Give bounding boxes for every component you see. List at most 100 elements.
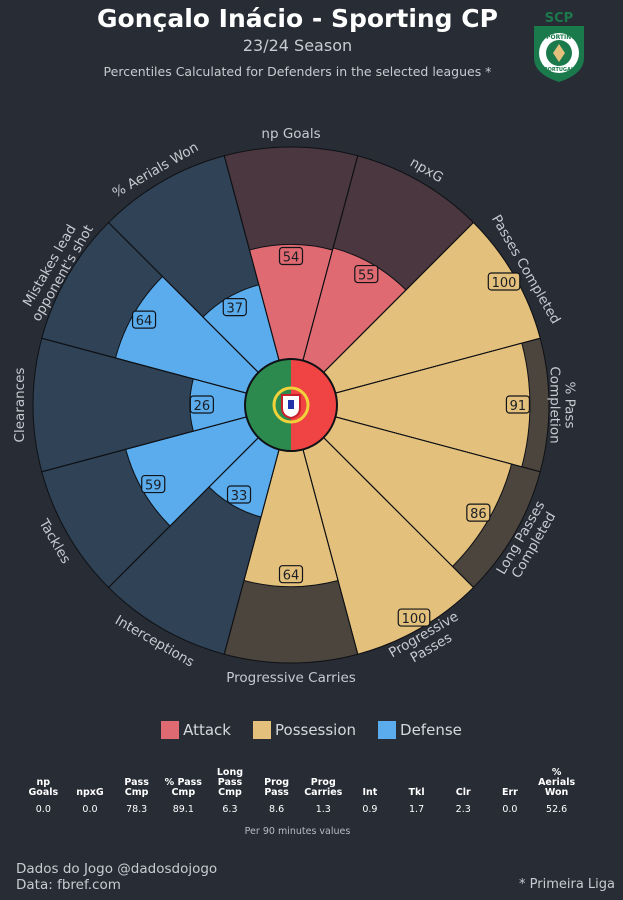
league-note: * Primeira Liga: [519, 877, 615, 892]
credit-source: Data: fbref.com: [16, 877, 121, 893]
value-label: 33: [226, 485, 252, 504]
value-label: 100: [487, 272, 521, 291]
metric-label-np-goals: np Goals: [261, 126, 320, 142]
legend-item-possession: Possession: [253, 721, 356, 739]
value-badge: [354, 264, 379, 284]
metric-label-progressive-carries: Progressive Carries: [226, 670, 356, 686]
svg-text:SCP: SCP: [545, 11, 573, 26]
chart-subtitle: 23/24 Season: [242, 36, 353, 55]
value-badge: [222, 298, 247, 317]
stat-value: 78.3: [126, 804, 148, 815]
value-text: 100: [492, 276, 517, 291]
stat-value: 0.0: [502, 804, 518, 815]
flag-green: [245, 359, 291, 451]
value-text: 91: [510, 399, 527, 414]
credit-author: Dados do Jogo @dadosdojogo: [16, 861, 218, 877]
value-badge: [226, 485, 252, 504]
stat-header: Err: [501, 787, 518, 798]
svg-text:SPORTING: SPORTING: [542, 34, 577, 41]
percentile-note: Percentiles Calculated for Defenders in …: [103, 64, 492, 79]
stat-value: 2.3: [455, 804, 471, 815]
stat-value: 0.0: [35, 804, 51, 815]
defense-swatch: [378, 721, 397, 739]
legend: Attack Possession Defense: [0, 721, 623, 739]
slice-divider: [108, 222, 259, 373]
value-badge: [487, 272, 521, 291]
stat-value: 0.0: [82, 804, 98, 815]
value-badge: [466, 503, 491, 522]
value-badge: [131, 310, 157, 329]
value-label: 100: [397, 608, 431, 627]
stat-value: 0.9: [362, 804, 378, 815]
value-label: 59: [141, 474, 166, 494]
value-text: 86: [470, 507, 487, 522]
stat-header: % Aerials Won: [538, 767, 576, 798]
value-label: 64: [278, 565, 304, 584]
legend-label-attack: Attack: [183, 721, 231, 739]
stat-value: 6.3: [222, 804, 238, 815]
value-badge: [505, 395, 531, 414]
value-text: 59: [145, 479, 162, 494]
stat-value: 52.6: [546, 804, 568, 815]
slice-divider: [41, 337, 247, 394]
value-text: 64: [283, 569, 300, 584]
slice-divider: [302, 449, 359, 655]
stat-value: 1.3: [315, 804, 331, 815]
value-label: 54: [278, 246, 304, 266]
portugal-flag-icon: [244, 358, 338, 452]
value-label: 26: [189, 395, 214, 414]
value-text: 37: [227, 302, 244, 317]
value-label: 91: [505, 395, 531, 414]
stat-header: Clr: [455, 787, 471, 798]
stat-header: Prog Carries: [304, 777, 343, 798]
possession-swatch: [253, 721, 271, 739]
stat-value: 89.1: [172, 804, 194, 815]
legend-item-defense: Defense: [378, 721, 462, 739]
stat-header: Prog Pass: [264, 777, 290, 798]
stat-header: Pass Cmp: [124, 777, 149, 798]
slice-divider: [323, 437, 474, 588]
slice-divider: [302, 155, 359, 361]
flag-quinas: [288, 400, 294, 409]
value-badge: [278, 565, 304, 584]
legend-item-attack: Attack: [161, 721, 231, 739]
value-text: 26: [194, 399, 211, 414]
slice-divider: [323, 222, 474, 373]
slice-divider: [108, 437, 259, 588]
stat-header: np Goals: [28, 777, 59, 798]
stat-header: % Pass Cmp: [164, 777, 202, 798]
metric-label-pass-completion: % PassCompletion: [547, 366, 578, 443]
stat-header: Int: [362, 787, 378, 798]
slice-divider: [223, 449, 280, 655]
stat-header: Tkl: [408, 787, 425, 798]
center-outline: [244, 358, 338, 452]
stat-value: 8.6: [269, 804, 285, 815]
value-text: 100: [402, 612, 427, 627]
value-label: 86: [466, 503, 491, 522]
value-text: 64: [136, 314, 153, 329]
value-text: 55: [358, 269, 375, 284]
value-badge: [189, 395, 214, 414]
value-label: 64: [131, 310, 157, 329]
slice-divider: [335, 416, 541, 473]
chart-title: Gonçalo Inácio - Sporting CP: [97, 4, 498, 33]
flag-sphere: [272, 386, 310, 424]
value-text: 54: [283, 251, 300, 266]
svg-text:PORTUGAL: PORTUGAL: [544, 67, 575, 73]
legend-label-possession: Possession: [275, 721, 357, 739]
stat-header: Long Pass Cmp: [216, 767, 244, 798]
per90-note: Per 90 minutes values: [244, 826, 351, 837]
value-text: 33: [231, 489, 248, 504]
slice-divider: [41, 416, 247, 473]
value-label: 37: [222, 298, 247, 317]
stat-value: 1.7: [409, 804, 425, 815]
slice-divider: [223, 155, 280, 361]
legend-label-defense: Defense: [400, 721, 462, 739]
attack-swatch: [161, 721, 180, 739]
value-badge: [278, 246, 304, 266]
per90-stats-table: np Goals npxG Pass Cmp % Pass Cmp Long Pass …: [20, 766, 580, 816]
slice-divider: [335, 337, 541, 394]
value-badge: [397, 608, 431, 627]
metric-label-clearances: Clearances: [12, 368, 28, 443]
